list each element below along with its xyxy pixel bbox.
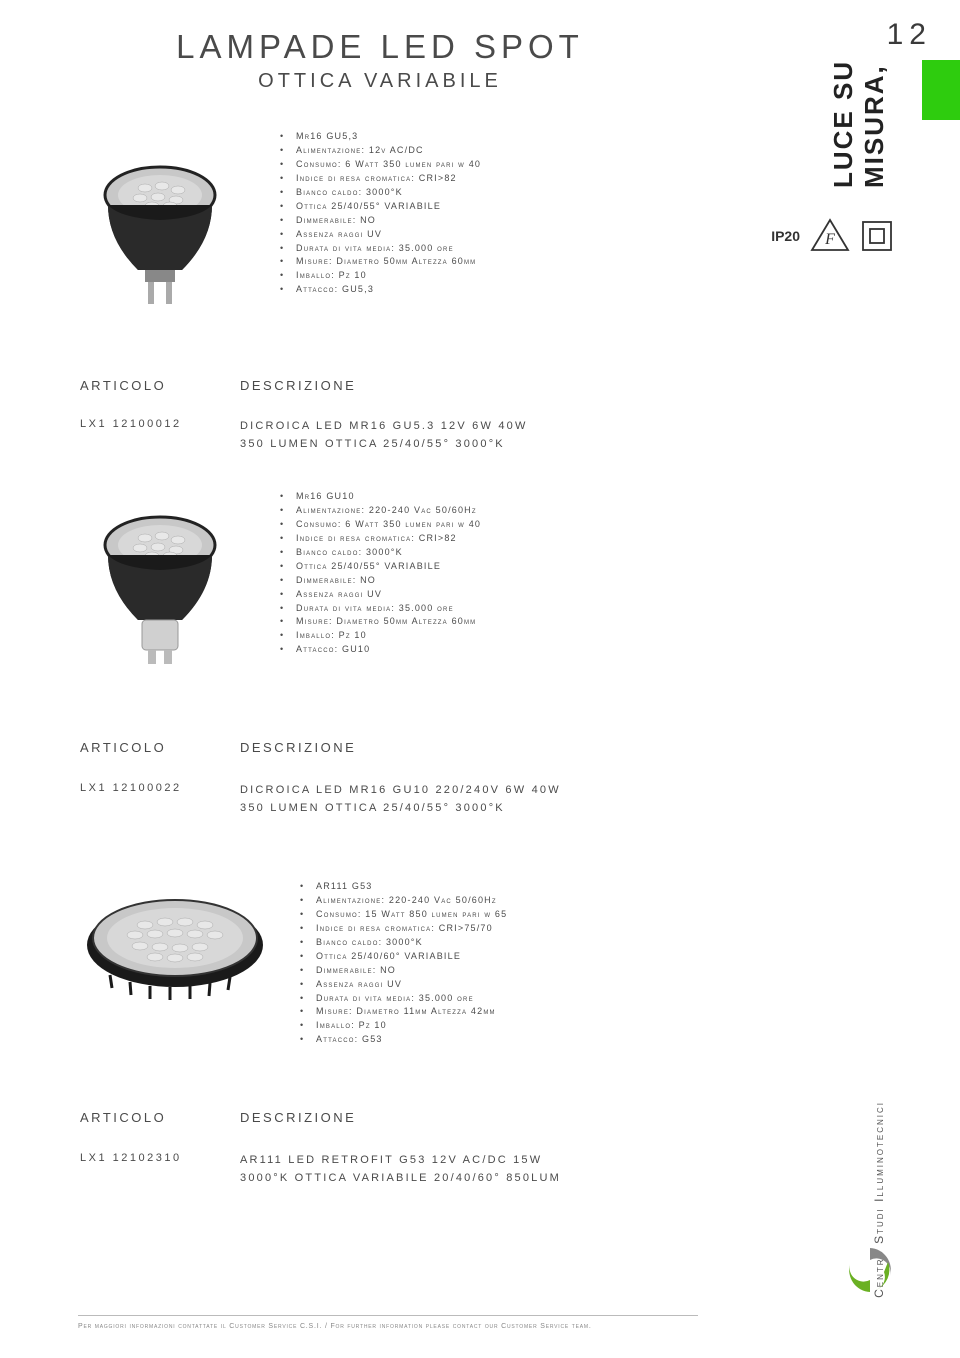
article-row-3: LX1 12102310 AR111 LED RETROFIT G53 12V … (80, 1152, 680, 1187)
spec-item: Dimmerabile: NO (280, 574, 481, 588)
spec-list-3: AR111 G53Alimentazione: 220-240 Vac 50/6… (300, 880, 507, 1047)
product-image-2 (90, 500, 230, 670)
spec-item: Indice di resa cromatica: CRI>75/70 (300, 922, 507, 936)
spec-item: Misure: Diametro 50mm Altezza 60mm (280, 255, 481, 269)
spec-item: Bianco caldo: 3000°K (280, 186, 481, 200)
badge-row: IP20 F (771, 218, 894, 254)
descrizione-header: DESCRIZIONE (240, 740, 680, 755)
spec-item: Imballo: Pz 10 (280, 269, 481, 283)
page-number: 12 (887, 18, 932, 52)
spec-item: Misure: Diametro 50mm Altezza 60mm (280, 615, 481, 629)
articolo-header: ARTICOLO (80, 1110, 240, 1125)
spec-item: Ottica 25/40/55° VARIABILE (280, 560, 481, 574)
title-sub: OTTICA VARIABILE (100, 70, 660, 93)
product-image-3 (80, 890, 270, 1020)
footer-rule (78, 1315, 698, 1316)
brand-vertical: LUCE SU MISURA, (828, 8, 890, 188)
spec-item: AR111 G53 (300, 880, 507, 894)
spec-item: Ottica 25/40/60° VARIABILE (300, 950, 507, 964)
descrizione-header: DESCRIZIONE (240, 378, 680, 393)
logo-swirl-icon (842, 1242, 898, 1298)
section-header-row-2: ARTICOLO DESCRIZIONE (80, 740, 680, 755)
spec-item: Durata di vita media: 35.000 ore (300, 992, 507, 1006)
spec-item: Alimentazione: 220-240 Vac 50/60Hz (280, 504, 481, 518)
spec-list-1: Mr16 GU5,3Alimentazione: 12v AC/DCConsum… (280, 130, 481, 297)
spec-item: Assenza raggi UV (300, 978, 507, 992)
f-triangle-icon: F (810, 218, 850, 254)
spec-item: Consumo: 15 Watt 850 lumen pari w 65 (300, 908, 507, 922)
spec-item: Assenza raggi UV (280, 588, 481, 602)
spec-item: Indice di resa cromatica: CRI>82 (280, 532, 481, 546)
spec-item: Durata di vita media: 35.000 ore (280, 242, 481, 256)
spec-item: Ottica 25/40/55° VARIABILE (280, 200, 481, 214)
title-block: LAMPADE LED SPOT OTTICA VARIABILE (100, 28, 660, 93)
articolo-header: ARTICOLO (80, 378, 240, 393)
article-code-2: LX1 12100022 (80, 782, 240, 817)
spec-item: Alimentazione: 12v AC/DC (280, 144, 481, 158)
section-header-row-3: ARTICOLO DESCRIZIONE (80, 1110, 680, 1125)
spec-item: Bianco caldo: 3000°K (280, 546, 481, 560)
spec-item: Imballo: Pz 10 (280, 629, 481, 643)
articolo-header: ARTICOLO (80, 740, 240, 755)
article-desc-1: DICROICA LED MR16 GU5.3 12V 6W 40W350 LU… (240, 418, 680, 453)
accent-tab (922, 60, 960, 120)
spec-item: Dimmerabile: NO (280, 214, 481, 228)
article-desc-3: AR111 LED RETROFIT G53 12V AC/DC 15W3000… (240, 1152, 680, 1187)
spec-item: Consumo: 6 Watt 350 lumen pari w 40 (280, 158, 481, 172)
spec-item: Consumo: 6 Watt 350 lumen pari w 40 (280, 518, 481, 532)
spec-item: Indice di resa cromatica: CRI>82 (280, 172, 481, 186)
section-header-row-1: ARTICOLO DESCRIZIONE (80, 378, 680, 393)
spec-list-2: Mr16 GU10Alimentazione: 220-240 Vac 50/6… (280, 490, 481, 657)
spec-item: Mr16 GU10 (280, 490, 481, 504)
spec-item: Attacco: GU5,3 (280, 283, 481, 297)
spec-item: Imballo: Pz 10 (300, 1019, 507, 1033)
article-row-2: LX1 12100022 DICROICA LED MR16 GU10 220/… (80, 782, 680, 817)
footer-text: Per maggiori informazioni contattate il … (78, 1323, 592, 1330)
spec-item: Misure: Diametro 11mm Altezza 42mm (300, 1005, 507, 1019)
article-code-3: LX1 12102310 (80, 1152, 240, 1187)
product-image-1 (90, 150, 230, 310)
svg-text:F: F (824, 231, 835, 248)
spec-item: Durata di vita media: 35.000 ore (280, 602, 481, 616)
double-square-icon (860, 219, 894, 253)
article-row-1: LX1 12100012 DICROICA LED MR16 GU5.3 12V… (80, 418, 680, 453)
article-desc-2: DICROICA LED MR16 GU10 220/240V 6W 40W35… (240, 782, 680, 817)
ip-rating: IP20 (771, 228, 800, 244)
spec-item: Alimentazione: 220-240 Vac 50/60Hz (300, 894, 507, 908)
spec-item: Dimmerabile: NO (300, 964, 507, 978)
spec-item: Attacco: G53 (300, 1033, 507, 1047)
spec-item: Mr16 GU5,3 (280, 130, 481, 144)
spec-item: Assenza raggi UV (280, 228, 481, 242)
descrizione-header: DESCRIZIONE (240, 1110, 680, 1125)
title-main: LAMPADE LED SPOT (100, 28, 660, 66)
article-code-1: LX1 12100012 (80, 418, 240, 453)
spec-item: Bianco caldo: 3000°K (300, 936, 507, 950)
spec-item: Attacco: GU10 (280, 643, 481, 657)
